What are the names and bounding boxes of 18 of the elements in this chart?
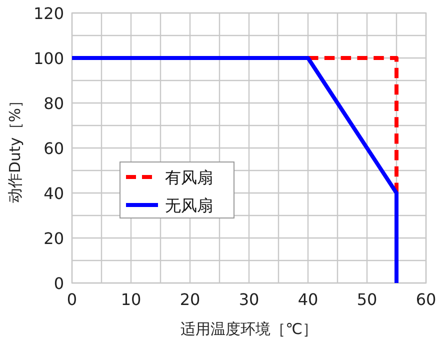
x-tick-label: 0	[66, 290, 78, 309]
x-axis-title: 适用温度环境［℃］	[180, 320, 318, 338]
x-tick-label: 30	[238, 290, 260, 309]
x-tick-label: 40	[298, 290, 318, 309]
y-axis-title: 动作Duty［%］	[6, 92, 24, 204]
x-tick-label: 60	[416, 290, 436, 309]
x-tick-label: 50	[356, 290, 378, 309]
y-tick-label: 0	[54, 274, 64, 293]
y-tick-label: 60	[44, 139, 64, 158]
y-tick-label: 40	[44, 184, 64, 203]
y-tick-label: 80	[44, 94, 64, 113]
legend-label: 无风扇	[165, 196, 213, 215]
y-tick-label: 20	[44, 229, 64, 248]
x-tick-label: 20	[180, 290, 200, 309]
legend-label: 有风扇	[165, 168, 213, 187]
y-tick-label: 100	[33, 49, 64, 68]
y-tick-label: 120	[33, 4, 64, 23]
x-tick-label: 10	[120, 290, 142, 309]
